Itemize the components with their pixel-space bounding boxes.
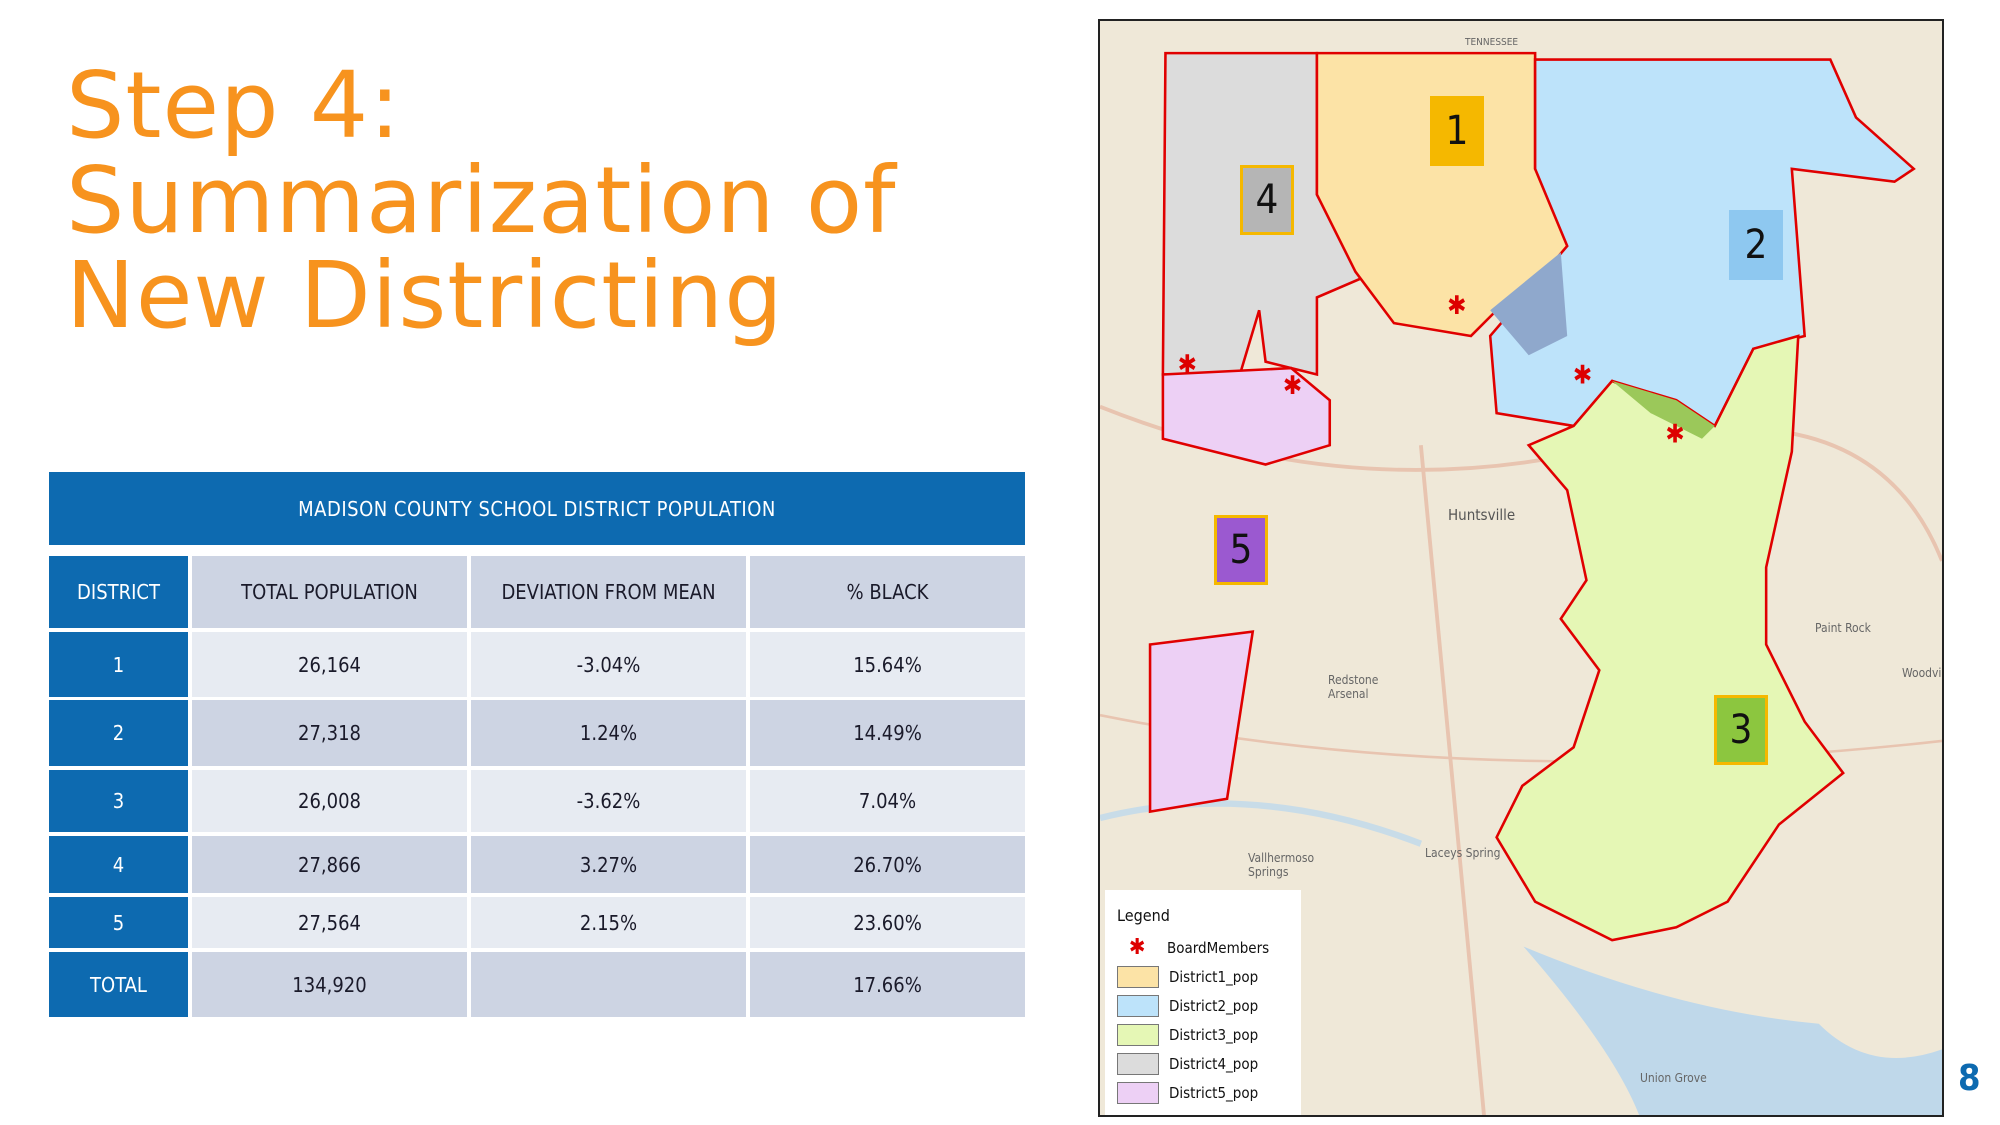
table-cell: 27,564 bbox=[192, 897, 467, 948]
swatch bbox=[1117, 966, 1159, 988]
legend-item: ✱ BoardMembers bbox=[1117, 935, 1270, 960]
swatch bbox=[1117, 995, 1159, 1017]
table-cell: 3.27% bbox=[471, 836, 746, 893]
legend-label: District2_pop bbox=[1169, 997, 1259, 1015]
row-header: 5 bbox=[49, 897, 188, 948]
place-label: TENNESSEE bbox=[1465, 37, 1519, 48]
district-label-5: 5 bbox=[1214, 515, 1268, 585]
column-header: DISTRICT bbox=[49, 556, 188, 628]
legend-item: District4_pop bbox=[1117, 1053, 1258, 1075]
svg-text:✱: ✱ bbox=[1573, 361, 1592, 391]
legend-item: District5_pop bbox=[1117, 1082, 1258, 1104]
column-header: DEVIATION FROM MEAN bbox=[471, 556, 746, 628]
table-cell: 27,866 bbox=[192, 836, 467, 893]
legend-title: Legend bbox=[1117, 906, 1170, 925]
table-cell: 1.24% bbox=[471, 700, 746, 766]
svg-text:✱: ✱ bbox=[1665, 420, 1684, 450]
slide-title: Step 4: Summarization of New Districting bbox=[66, 58, 897, 343]
table-cell: 7.04% bbox=[750, 770, 1025, 832]
swatch bbox=[1117, 1053, 1159, 1075]
legend-label: District3_pop bbox=[1169, 1026, 1259, 1044]
title-line: Summarization of bbox=[66, 147, 897, 254]
row-header: 3 bbox=[49, 770, 188, 832]
table-cell: 27,318 bbox=[192, 700, 467, 766]
row-header: 2 bbox=[49, 700, 188, 766]
table-cell: 14.49% bbox=[750, 700, 1025, 766]
table-title: MADISON COUNTY SCHOOL DISTRICT POPULATIO… bbox=[49, 472, 1025, 545]
legend-label: District5_pop bbox=[1169, 1084, 1259, 1102]
district-label-1: 1 bbox=[1430, 96, 1484, 166]
table-cell: 17.66% bbox=[750, 952, 1025, 1017]
column-header: TOTAL POPULATION bbox=[192, 556, 467, 628]
district-label-3: 3 bbox=[1714, 695, 1768, 765]
place-label: Union Grove bbox=[1640, 1071, 1707, 1085]
map-legend: Legend ✱ BoardMembers District1_pop Distr… bbox=[1105, 890, 1301, 1115]
district-5-area bbox=[1148, 630, 1255, 814]
legend-item: District1_pop bbox=[1117, 966, 1258, 988]
table-cell: 15.64% bbox=[750, 632, 1025, 697]
district-label-2: 2 bbox=[1729, 210, 1783, 280]
place-label: Woodville bbox=[1902, 666, 1942, 680]
table-cell: -3.62% bbox=[471, 770, 746, 832]
svg-text:✱: ✱ bbox=[1447, 291, 1466, 321]
place-label: Huntsville bbox=[1448, 506, 1516, 524]
table-cell: 26.70% bbox=[750, 836, 1025, 893]
legend-item: District2_pop bbox=[1117, 995, 1258, 1017]
table-cell: 134,920 bbox=[192, 952, 467, 1017]
district-5-area bbox=[1161, 366, 1332, 466]
swatch bbox=[1117, 1024, 1159, 1046]
svg-text:✱: ✱ bbox=[1283, 371, 1302, 401]
table-cell: 23.60% bbox=[750, 897, 1025, 948]
table-cell: -3.04% bbox=[471, 632, 746, 697]
legend-label: District4_pop bbox=[1169, 1055, 1259, 1073]
place-label: Laceys Spring bbox=[1425, 846, 1501, 860]
district-map: ✱ ✱ ✱ ✱ ✱ TENNESSEE Huntsville Paint Rock Wo… bbox=[1098, 19, 1944, 1117]
legend-item: District3_pop bbox=[1117, 1024, 1258, 1046]
row-header: 1 bbox=[49, 632, 188, 697]
asterisk-icon: ✱ bbox=[1128, 935, 1146, 960]
title-line: Step 4: bbox=[66, 52, 402, 159]
place-label: Redstone Arsenal bbox=[1328, 673, 1379, 701]
page-number: 8 bbox=[1958, 1058, 1981, 1099]
district-label-4: 4 bbox=[1240, 165, 1294, 235]
column-header: % BLACK bbox=[750, 556, 1025, 628]
title-line: New Districting bbox=[66, 242, 784, 349]
place-label: Paint Rock bbox=[1815, 621, 1871, 635]
table-cell: 26,164 bbox=[192, 632, 467, 697]
swatch bbox=[1117, 1082, 1159, 1104]
row-header: TOTAL bbox=[49, 952, 188, 1017]
legend-label: District1_pop bbox=[1169, 968, 1259, 986]
district-3-area bbox=[1495, 334, 1845, 942]
table-cell bbox=[471, 952, 746, 1017]
row-header: 4 bbox=[49, 836, 188, 893]
place-label: Vallhermoso Springs bbox=[1248, 851, 1315, 879]
table-cell: 26,008 bbox=[192, 770, 467, 832]
legend-label: BoardMembers bbox=[1167, 939, 1270, 957]
svg-text:✱: ✱ bbox=[1178, 350, 1197, 380]
map-graphic: ✱ ✱ ✱ ✱ ✱ bbox=[1100, 51, 1942, 1115]
table-cell: 2.15% bbox=[471, 897, 746, 948]
